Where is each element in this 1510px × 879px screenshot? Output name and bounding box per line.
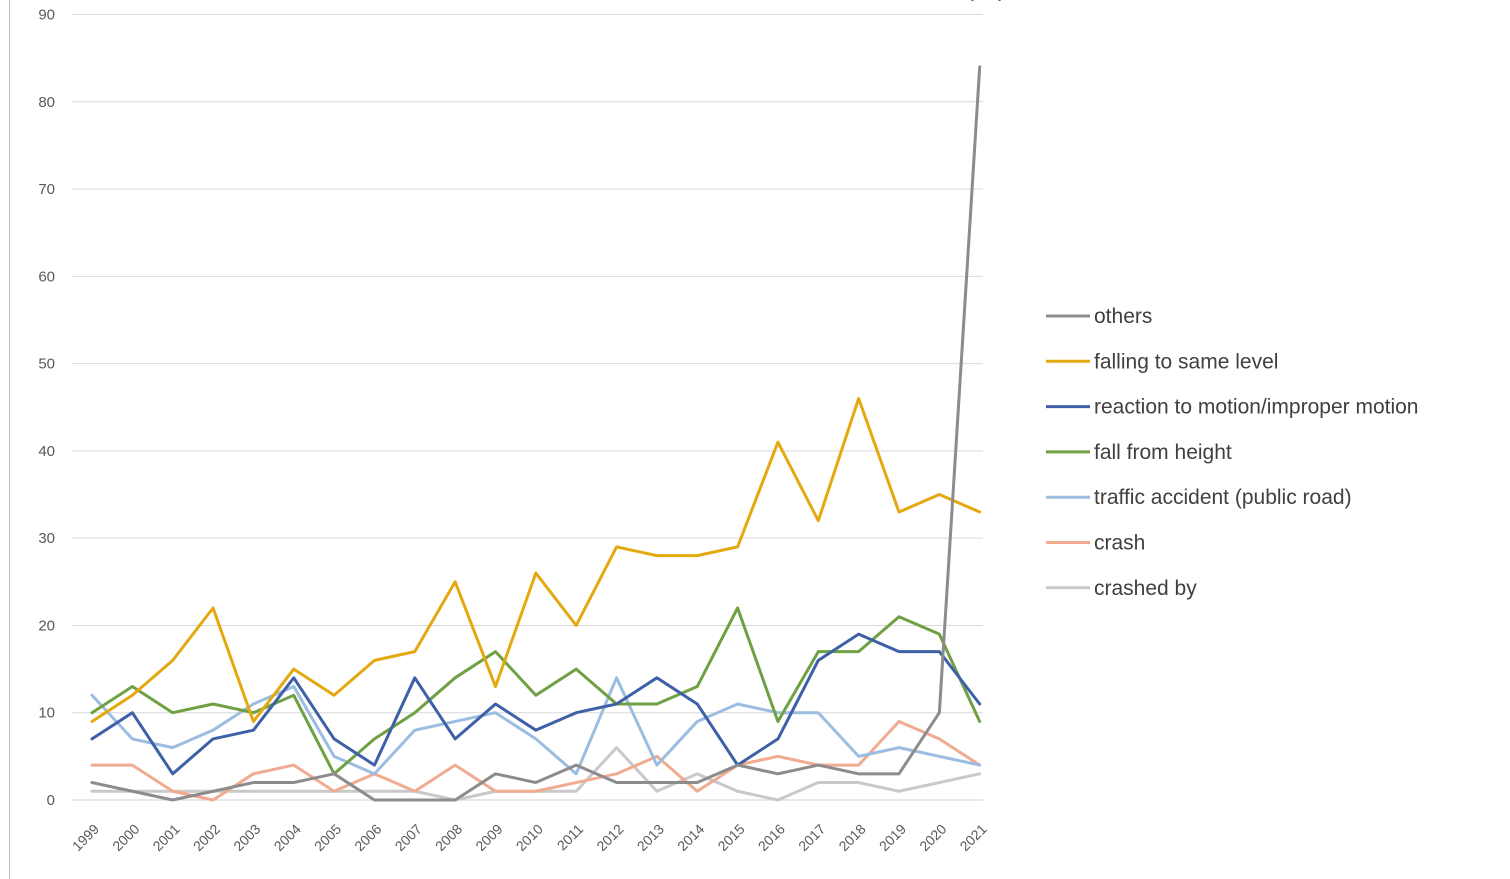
legend-label: traffic accident (public road) <box>1094 486 1352 509</box>
legend-label: others <box>1094 305 1152 328</box>
legend: others falling to same level reaction to m… <box>1046 305 1419 600</box>
series-line-crash <box>90 719 982 802</box>
x-tick-label: 2005 <box>311 821 344 854</box>
gridlines <box>72 14 983 801</box>
legend-label: fall from height <box>1094 441 1232 464</box>
x-tick-label: 2014 <box>674 821 707 854</box>
x-tick-label: 2019 <box>876 821 909 854</box>
x-tick-label: 2012 <box>593 821 626 854</box>
y-axis-ticks: 0 10 20 30 40 50 60 70 80 90 <box>38 7 55 810</box>
series-line-traffic-accident-public-road- <box>90 676 982 776</box>
y-tick-label: 80 <box>38 94 55 111</box>
y-tick-label: 50 <box>38 356 55 373</box>
y-tick-label: 20 <box>38 617 55 634</box>
x-tick-label: 2002 <box>190 821 223 854</box>
x-tick-label: 2017 <box>795 821 828 854</box>
x-tick-label: 2009 <box>472 821 505 854</box>
legend-label: crash <box>1094 532 1145 555</box>
y-tick-label: 70 <box>38 181 55 198</box>
legend-label: reaction to motion/improper motion <box>1094 396 1419 419</box>
x-axis-ticks: 1999 2000 2001 2002 2003 2004 2005 2006 2007 2008… <box>69 821 990 854</box>
y-tick-label: 30 <box>38 530 55 547</box>
series-line-fall-from-height <box>90 606 982 776</box>
x-tick-label: 2008 <box>432 821 465 854</box>
x-tick-label: 2020 <box>916 821 949 854</box>
series-lines <box>90 65 982 802</box>
x-tick-label: 2006 <box>351 821 384 854</box>
x-tick-label: 2021 <box>956 821 989 854</box>
chart-frame-border <box>9 0 10 879</box>
chart-title: … (…) <box>935 0 1006 2</box>
x-tick-label: 2015 <box>714 821 747 854</box>
x-tick-label: 2013 <box>634 821 667 854</box>
x-tick-label: 2003 <box>230 821 263 854</box>
x-tick-label: 1999 <box>69 821 102 854</box>
x-tick-label: 2010 <box>513 821 546 854</box>
x-tick-label: 2000 <box>109 821 142 854</box>
x-tick-label: 2004 <box>271 821 304 854</box>
legend-label: crashed by <box>1094 577 1197 600</box>
x-tick-label: 2016 <box>755 821 788 854</box>
series-line-others <box>90 65 982 802</box>
y-tick-label: 90 <box>38 7 55 24</box>
x-tick-label: 2011 <box>554 821 587 854</box>
series-line-reaction-to-motion-improper-motion <box>90 632 982 776</box>
legend-label: falling to same level <box>1094 350 1278 373</box>
y-tick-label: 0 <box>47 792 55 809</box>
series-line-falling-to-same-level <box>90 397 982 723</box>
x-tick-label: 2007 <box>392 821 425 854</box>
x-tick-label: 2001 <box>149 821 182 854</box>
x-tick-label: 2018 <box>835 821 868 854</box>
y-tick-label: 10 <box>38 705 55 722</box>
y-tick-label: 40 <box>38 443 55 460</box>
y-tick-label: 60 <box>38 268 55 285</box>
